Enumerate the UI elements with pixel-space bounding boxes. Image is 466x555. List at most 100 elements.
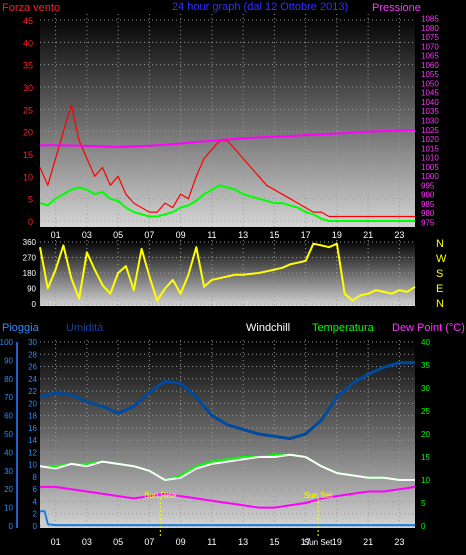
sun-markers: Sun Rise Sun Set Sun Set xyxy=(144,491,333,547)
rain-tick-label: 60 xyxy=(4,412,13,421)
rain-tick-label: 30 xyxy=(4,467,13,476)
pressure-tick-label: 1035 xyxy=(421,107,439,116)
wind-tick-label: 10 xyxy=(23,172,33,182)
direction-tick-label: 270 xyxy=(23,254,37,263)
hour-tick-label: 09 xyxy=(176,230,186,240)
wind-tick-label: 0 xyxy=(28,217,33,227)
wind-tick-label: 45 xyxy=(23,16,33,26)
humidity-line xyxy=(39,361,415,441)
pressure-tick-label: 1015 xyxy=(421,144,439,153)
humidity-tick-label: 12 xyxy=(28,448,37,457)
humidity-tick-label: 16 xyxy=(28,424,37,433)
hour-tick-label: 05 xyxy=(113,537,123,547)
pressure-tick-label: 1060 xyxy=(421,61,439,70)
hour-tick-label: 03 xyxy=(82,230,92,240)
humidity-title: Umidità xyxy=(66,322,104,334)
pressure-line xyxy=(40,128,416,148)
wind-tick-label: 40 xyxy=(23,38,33,48)
humidity-tick-label: 28 xyxy=(28,350,37,359)
graph-title: 24 hour graph (dal 12 Ottobre 2013) xyxy=(172,1,348,13)
compass-label: W xyxy=(436,253,447,265)
temperature-tick-label: 15 xyxy=(421,453,430,462)
hour-tick-label: 03 xyxy=(82,537,92,547)
rain-title: Pioggia xyxy=(2,322,40,334)
sunset-axis-label: Sun Set xyxy=(304,538,333,547)
temperature-tick-label: 10 xyxy=(421,476,430,485)
direction-tick-label: 180 xyxy=(23,269,37,278)
hour-tick-label: 13 xyxy=(238,537,248,547)
pressure-tick-label: 1070 xyxy=(421,42,439,51)
temperature-title: Temperatura xyxy=(312,322,375,334)
temperature-tick-label: 0 xyxy=(421,522,426,531)
humidity-tick-label: 8 xyxy=(33,473,38,482)
direction-tick-label: 360 xyxy=(23,238,37,247)
hour-tick-label: 11 xyxy=(207,537,216,547)
direction-panel-grid xyxy=(40,240,415,306)
humidity-tick-label: 26 xyxy=(28,363,37,372)
pressure-tick-label: 995 xyxy=(421,181,435,190)
hour-tick-label: 23 xyxy=(394,537,404,547)
pressure-axis-title: Pressione xyxy=(372,2,421,14)
hour-tick-label: 05 xyxy=(113,230,123,240)
humidity-tick-label: 6 xyxy=(33,485,38,494)
pressure-tick-label: 1005 xyxy=(421,163,439,172)
pressure-tick-label: 1010 xyxy=(421,154,439,163)
wind-tick-label: 5 xyxy=(28,195,33,205)
dewpoint-title: Dew Point (°C) xyxy=(392,322,465,334)
pressure-tick-label: 980 xyxy=(421,209,435,218)
temperature-tick-label: 40 xyxy=(421,338,430,347)
pressure-tick-label: 1020 xyxy=(421,135,439,144)
wind-average-line xyxy=(39,184,415,222)
pressure-tick-label: 1080 xyxy=(421,24,439,33)
humidity-tick-label: 24 xyxy=(28,375,37,384)
rain-tick-label: 40 xyxy=(4,448,13,457)
hour-tick-label: 01 xyxy=(51,230,61,240)
sunrise-label: Sun Rise xyxy=(144,491,177,500)
temperature-tick-label: 20 xyxy=(421,430,430,439)
rain-tick-label: 80 xyxy=(4,375,13,384)
temperature-tick-label: 5 xyxy=(421,499,426,508)
temperature-panel-series xyxy=(39,361,416,527)
wind-direction-line xyxy=(39,242,416,302)
hour-tick-label: 17 xyxy=(301,230,311,240)
pressure-tick-label: 1050 xyxy=(421,79,439,88)
rain-line xyxy=(40,510,415,527)
rain-tick-label: 0 xyxy=(9,522,14,531)
humidity-tick-label: 14 xyxy=(28,436,37,445)
wind-tick-label: 35 xyxy=(23,61,33,71)
wind-tick-label: 15 xyxy=(23,150,33,160)
wind-panel-axes: 0510152025303540459759809859909951000100… xyxy=(23,15,439,240)
humidity-tick-label: 2 xyxy=(33,510,38,519)
hour-tick-label: 23 xyxy=(394,230,404,240)
humidity-tick-label: 30 xyxy=(28,338,37,347)
wind-tick-label: 30 xyxy=(23,83,33,93)
hour-tick-label: 01 xyxy=(51,537,61,547)
temperature-panel-background xyxy=(40,340,415,528)
rain-tick-label: 10 xyxy=(4,504,13,513)
direction-tick-label: 0 xyxy=(32,300,37,309)
compass-label: N xyxy=(436,238,444,250)
hour-tick-label: 13 xyxy=(238,230,248,240)
pressure-tick-label: 1065 xyxy=(421,52,439,61)
humidity-tick-label: 22 xyxy=(28,387,37,396)
compass-label: E xyxy=(436,283,443,295)
pressure-tick-label: 1045 xyxy=(421,89,439,98)
humidity-tick-label: 0 xyxy=(33,522,38,531)
windchill-line xyxy=(39,453,415,481)
rain-tick-label: 90 xyxy=(4,356,13,365)
pressure-tick-label: 1040 xyxy=(421,98,439,107)
direction-panel-series xyxy=(39,242,416,302)
humidity-tick-label: 10 xyxy=(28,461,37,470)
pressure-tick-label: 990 xyxy=(421,191,435,200)
hour-tick-label: 19 xyxy=(332,230,342,240)
pressure-tick-label: 1055 xyxy=(421,70,439,79)
hour-tick-label: 07 xyxy=(144,537,154,547)
rain-tick-label: 50 xyxy=(4,430,13,439)
temperature-tick-label: 35 xyxy=(421,361,430,370)
direction-tick-label: 90 xyxy=(27,285,36,294)
compass-label: S xyxy=(436,268,443,280)
wind-tick-label: 25 xyxy=(23,105,33,115)
wind-panel-series xyxy=(39,104,416,222)
pressure-tick-label: 1085 xyxy=(421,15,439,24)
